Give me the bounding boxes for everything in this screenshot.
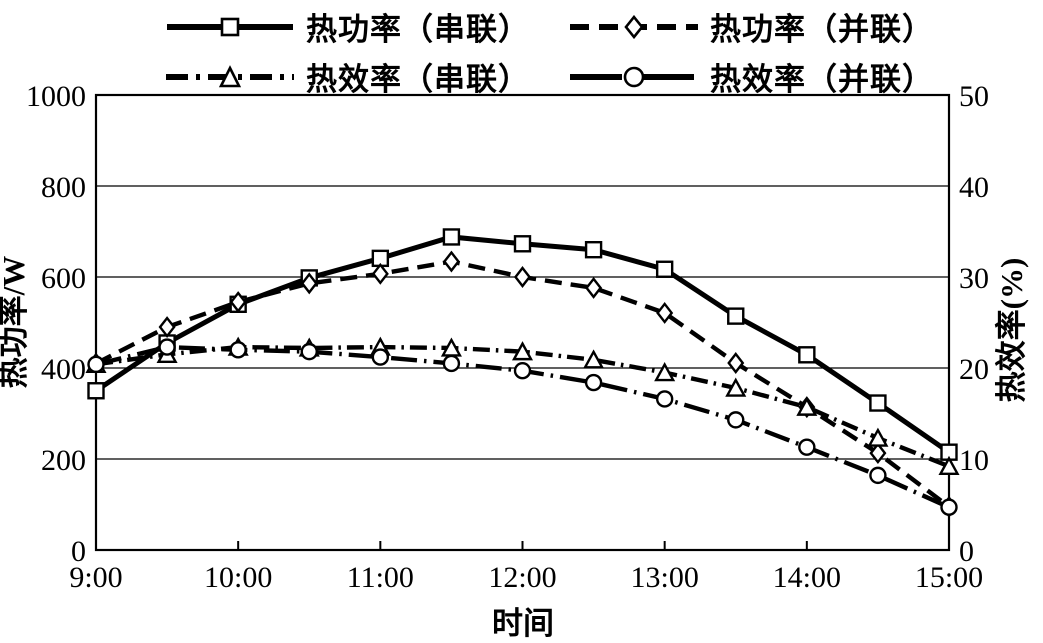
triangle-marker xyxy=(654,362,676,382)
x-tick-label: 9:00 xyxy=(69,561,122,594)
diamond-marker xyxy=(300,272,318,295)
diamond-marker xyxy=(371,262,389,285)
circle-marker xyxy=(940,498,958,516)
square-marker xyxy=(798,346,816,364)
triangle-marker xyxy=(511,341,534,361)
circle-marker xyxy=(869,466,887,485)
circle-marker xyxy=(158,338,176,356)
y-right-tick-label: 40 xyxy=(959,171,989,204)
dashed-line-diamond-marker-icon xyxy=(570,14,698,39)
chart-legend: 热功率（串联） 热功率（并联） 热效率（串联） 热效率（并联） xyxy=(0,4,1043,99)
diamond-marker xyxy=(158,316,176,339)
x-tick-label: 12:00 xyxy=(488,561,556,594)
x-tick-label: 11:00 xyxy=(347,561,414,594)
x-tick-label: 10:00 xyxy=(204,561,272,594)
diamond-marker xyxy=(869,442,887,465)
triangle-marker xyxy=(583,349,605,369)
y-right-tick-label: 30 xyxy=(959,262,989,295)
square-marker xyxy=(442,228,461,246)
x-tick-label: 14:00 xyxy=(773,561,841,594)
legend-label: 热效率（并联） xyxy=(710,62,934,97)
circle-marker xyxy=(655,390,674,408)
y-right-tick-label: 50 xyxy=(959,80,989,113)
y-left-tick-label: 800 xyxy=(41,171,86,204)
circle-marker xyxy=(300,342,318,361)
circle-marker xyxy=(513,362,532,380)
square-marker xyxy=(727,307,745,325)
circle-marker xyxy=(87,355,105,374)
x-axis-title: 时间 xyxy=(492,606,554,641)
legend-label: 热功率（并联） xyxy=(710,12,934,47)
y-left-tick-label: 600 xyxy=(41,262,86,295)
triangle-marker xyxy=(725,377,747,397)
y-left-tick-label: 400 xyxy=(41,353,86,386)
legend-item-efficiency-series-dashdot: 热效率（串联） xyxy=(164,54,530,99)
triangle-marker xyxy=(867,427,889,447)
plot-border xyxy=(94,93,951,552)
y-left-axis-title: 热功率/W xyxy=(0,256,31,389)
square-marker xyxy=(513,235,532,253)
circle-marker xyxy=(442,354,461,373)
series-line-1 xyxy=(94,259,951,509)
y-left-tick-label: 1000 xyxy=(26,80,86,113)
diamond-marker xyxy=(229,291,247,313)
x-tick-label: 13:00 xyxy=(630,561,698,594)
diamond-marker xyxy=(513,266,532,288)
legend-label: 热效率（串联） xyxy=(306,62,530,97)
x-tick-label: 15:00 xyxy=(915,561,983,594)
diamond-marker xyxy=(585,276,603,299)
solid-line-square-marker-icon xyxy=(167,17,293,36)
legend-label: 热功率（串联） xyxy=(306,12,530,47)
longdashdot-line-circle-marker-icon xyxy=(570,66,698,87)
circle-marker xyxy=(229,341,247,359)
triangle-marker xyxy=(938,455,960,475)
square-marker xyxy=(655,260,674,278)
dashdot-line-triangle-marker-icon xyxy=(166,64,294,87)
circle-marker xyxy=(727,411,745,429)
square-marker xyxy=(584,240,603,259)
circle-marker xyxy=(798,438,816,456)
y-right-axis-title: 热效率(%) xyxy=(994,258,1029,403)
diamond-marker xyxy=(727,352,745,374)
square-marker xyxy=(869,394,887,412)
y-right-tick-label: 0 xyxy=(959,535,974,568)
y-right-tick-label: 20 xyxy=(959,353,989,386)
diamond-marker xyxy=(442,250,460,273)
square-marker xyxy=(87,382,105,400)
y-right-tick-label: 10 xyxy=(959,444,989,477)
y-left-tick-label: 200 xyxy=(41,444,86,477)
y-left-tick-label: 0 xyxy=(71,535,86,568)
legend-item-efficiency-parallel-longdashdot: 热效率（并联） xyxy=(568,54,934,99)
circle-marker xyxy=(371,348,390,366)
legend-item-power-parallel-dashed: 热功率（并联） xyxy=(568,4,934,49)
triangle-marker xyxy=(796,396,818,416)
diamond-marker xyxy=(656,301,674,324)
circle-marker xyxy=(584,373,603,392)
legend-item-power-series-solid: 热功率（串联） xyxy=(164,4,530,49)
